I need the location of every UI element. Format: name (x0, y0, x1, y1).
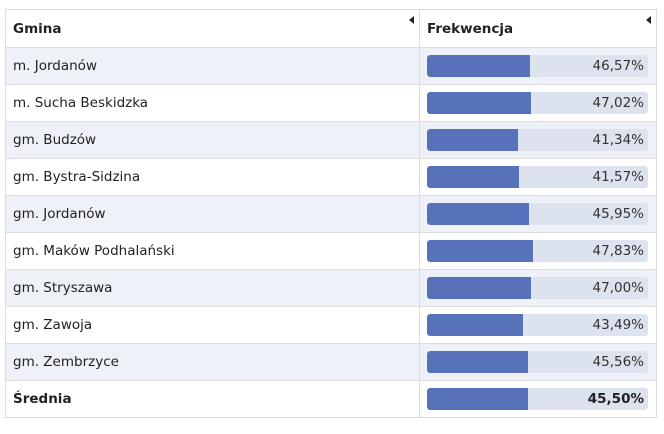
turnout-percent: 41,57% (592, 169, 644, 185)
turnout-bar-fill (427, 129, 519, 151)
gmina-name-cell: gm. Zembrzyce (5, 343, 420, 381)
turnout-percent: 41,34% (592, 132, 644, 148)
table-row: gm. Zawoja 43,49% (5, 306, 657, 344)
table-row: gm. Jordanów 45,95% (5, 195, 657, 233)
table-body: m. Jordanów 46,57% m. Sucha Beskidzka 47,02… (5, 47, 657, 418)
sort-arrow-icon[interactable] (646, 16, 651, 24)
turnout-bar-fill (427, 388, 528, 410)
turnout-bar: 47,00% (427, 277, 648, 299)
turnout-percent: 47,02% (592, 95, 644, 111)
turnout-cell: 41,57% (419, 158, 657, 196)
column-header-gmina[interactable]: Gmina (5, 9, 420, 48)
average-row: Średnia 45,50% (5, 380, 657, 418)
gmina-name-cell: gm. Jordanów (5, 195, 420, 233)
turnout-cell: 45,56% (419, 343, 657, 381)
gmina-name-cell: gm. Bystra-Sidzina (5, 158, 420, 196)
turnout-bar: 47,83% (427, 240, 648, 262)
turnout-cell: 47,00% (419, 269, 657, 307)
gmina-name-cell: gm. Budzów (5, 121, 420, 159)
turnout-table: Gmina Frekwencja m. Jordanów 46,57% m. Suc… (5, 9, 657, 418)
turnout-bar: 45,50% (427, 388, 648, 410)
turnout-percent: 45,95% (592, 206, 644, 222)
turnout-cell: 45,95% (419, 195, 657, 233)
turnout-percent: 45,50% (587, 391, 644, 407)
gmina-name-cell: m. Jordanów (5, 47, 420, 85)
turnout-bar: 45,95% (427, 203, 648, 225)
turnout-cell: 45,50% (419, 380, 657, 418)
turnout-percent: 47,83% (592, 243, 644, 259)
gmina-name-cell: m. Sucha Beskidzka (5, 84, 420, 122)
turnout-cell: 41,34% (419, 121, 657, 159)
turnout-bar-fill (427, 203, 529, 225)
turnout-cell: 46,57% (419, 47, 657, 85)
turnout-percent: 45,56% (592, 354, 644, 370)
turnout-bar: 41,34% (427, 129, 648, 151)
table-row: m. Jordanów 46,57% (5, 47, 657, 85)
turnout-bar-fill (427, 277, 531, 299)
turnout-bar-fill (427, 55, 530, 77)
sort-arrow-icon[interactable] (409, 16, 414, 24)
table-row: gm. Budzów 41,34% (5, 121, 657, 159)
column-header-label: Frekwencja (427, 20, 514, 37)
turnout-bar-fill (427, 92, 531, 114)
column-header-frekwencja[interactable]: Frekwencja (419, 9, 657, 48)
turnout-bar: 47,02% (427, 92, 648, 114)
turnout-cell: 43,49% (419, 306, 657, 344)
turnout-cell: 47,02% (419, 84, 657, 122)
table-row: gm. Stryszawa 47,00% (5, 269, 657, 307)
gmina-name-cell: gm. Maków Podhalański (5, 232, 420, 270)
column-header-label: Gmina (13, 20, 62, 37)
table-header-row: Gmina Frekwencja (5, 9, 657, 48)
gmina-name-cell: Średnia (5, 380, 420, 418)
table-row: m. Sucha Beskidzka 47,02% (5, 84, 657, 122)
turnout-bar: 46,57% (427, 55, 648, 77)
gmina-name-cell: gm. Zawoja (5, 306, 420, 344)
turnout-percent: 47,00% (592, 280, 644, 296)
turnout-bar-fill (427, 240, 533, 262)
turnout-bar: 43,49% (427, 314, 648, 336)
table-row: gm. Zembrzyce 45,56% (5, 343, 657, 381)
turnout-percent: 43,49% (592, 317, 644, 333)
turnout-bar-fill (427, 314, 524, 336)
table-row: gm. Maków Podhalański 47,83% (5, 232, 657, 270)
turnout-bar: 45,56% (427, 351, 648, 373)
gmina-name-cell: gm. Stryszawa (5, 269, 420, 307)
turnout-bar-fill (427, 351, 528, 373)
turnout-bar: 41,57% (427, 166, 648, 188)
table-row: gm. Bystra-Sidzina 41,57% (5, 158, 657, 196)
turnout-cell: 47,83% (419, 232, 657, 270)
turnout-percent: 46,57% (592, 58, 644, 74)
turnout-bar-fill (427, 166, 519, 188)
